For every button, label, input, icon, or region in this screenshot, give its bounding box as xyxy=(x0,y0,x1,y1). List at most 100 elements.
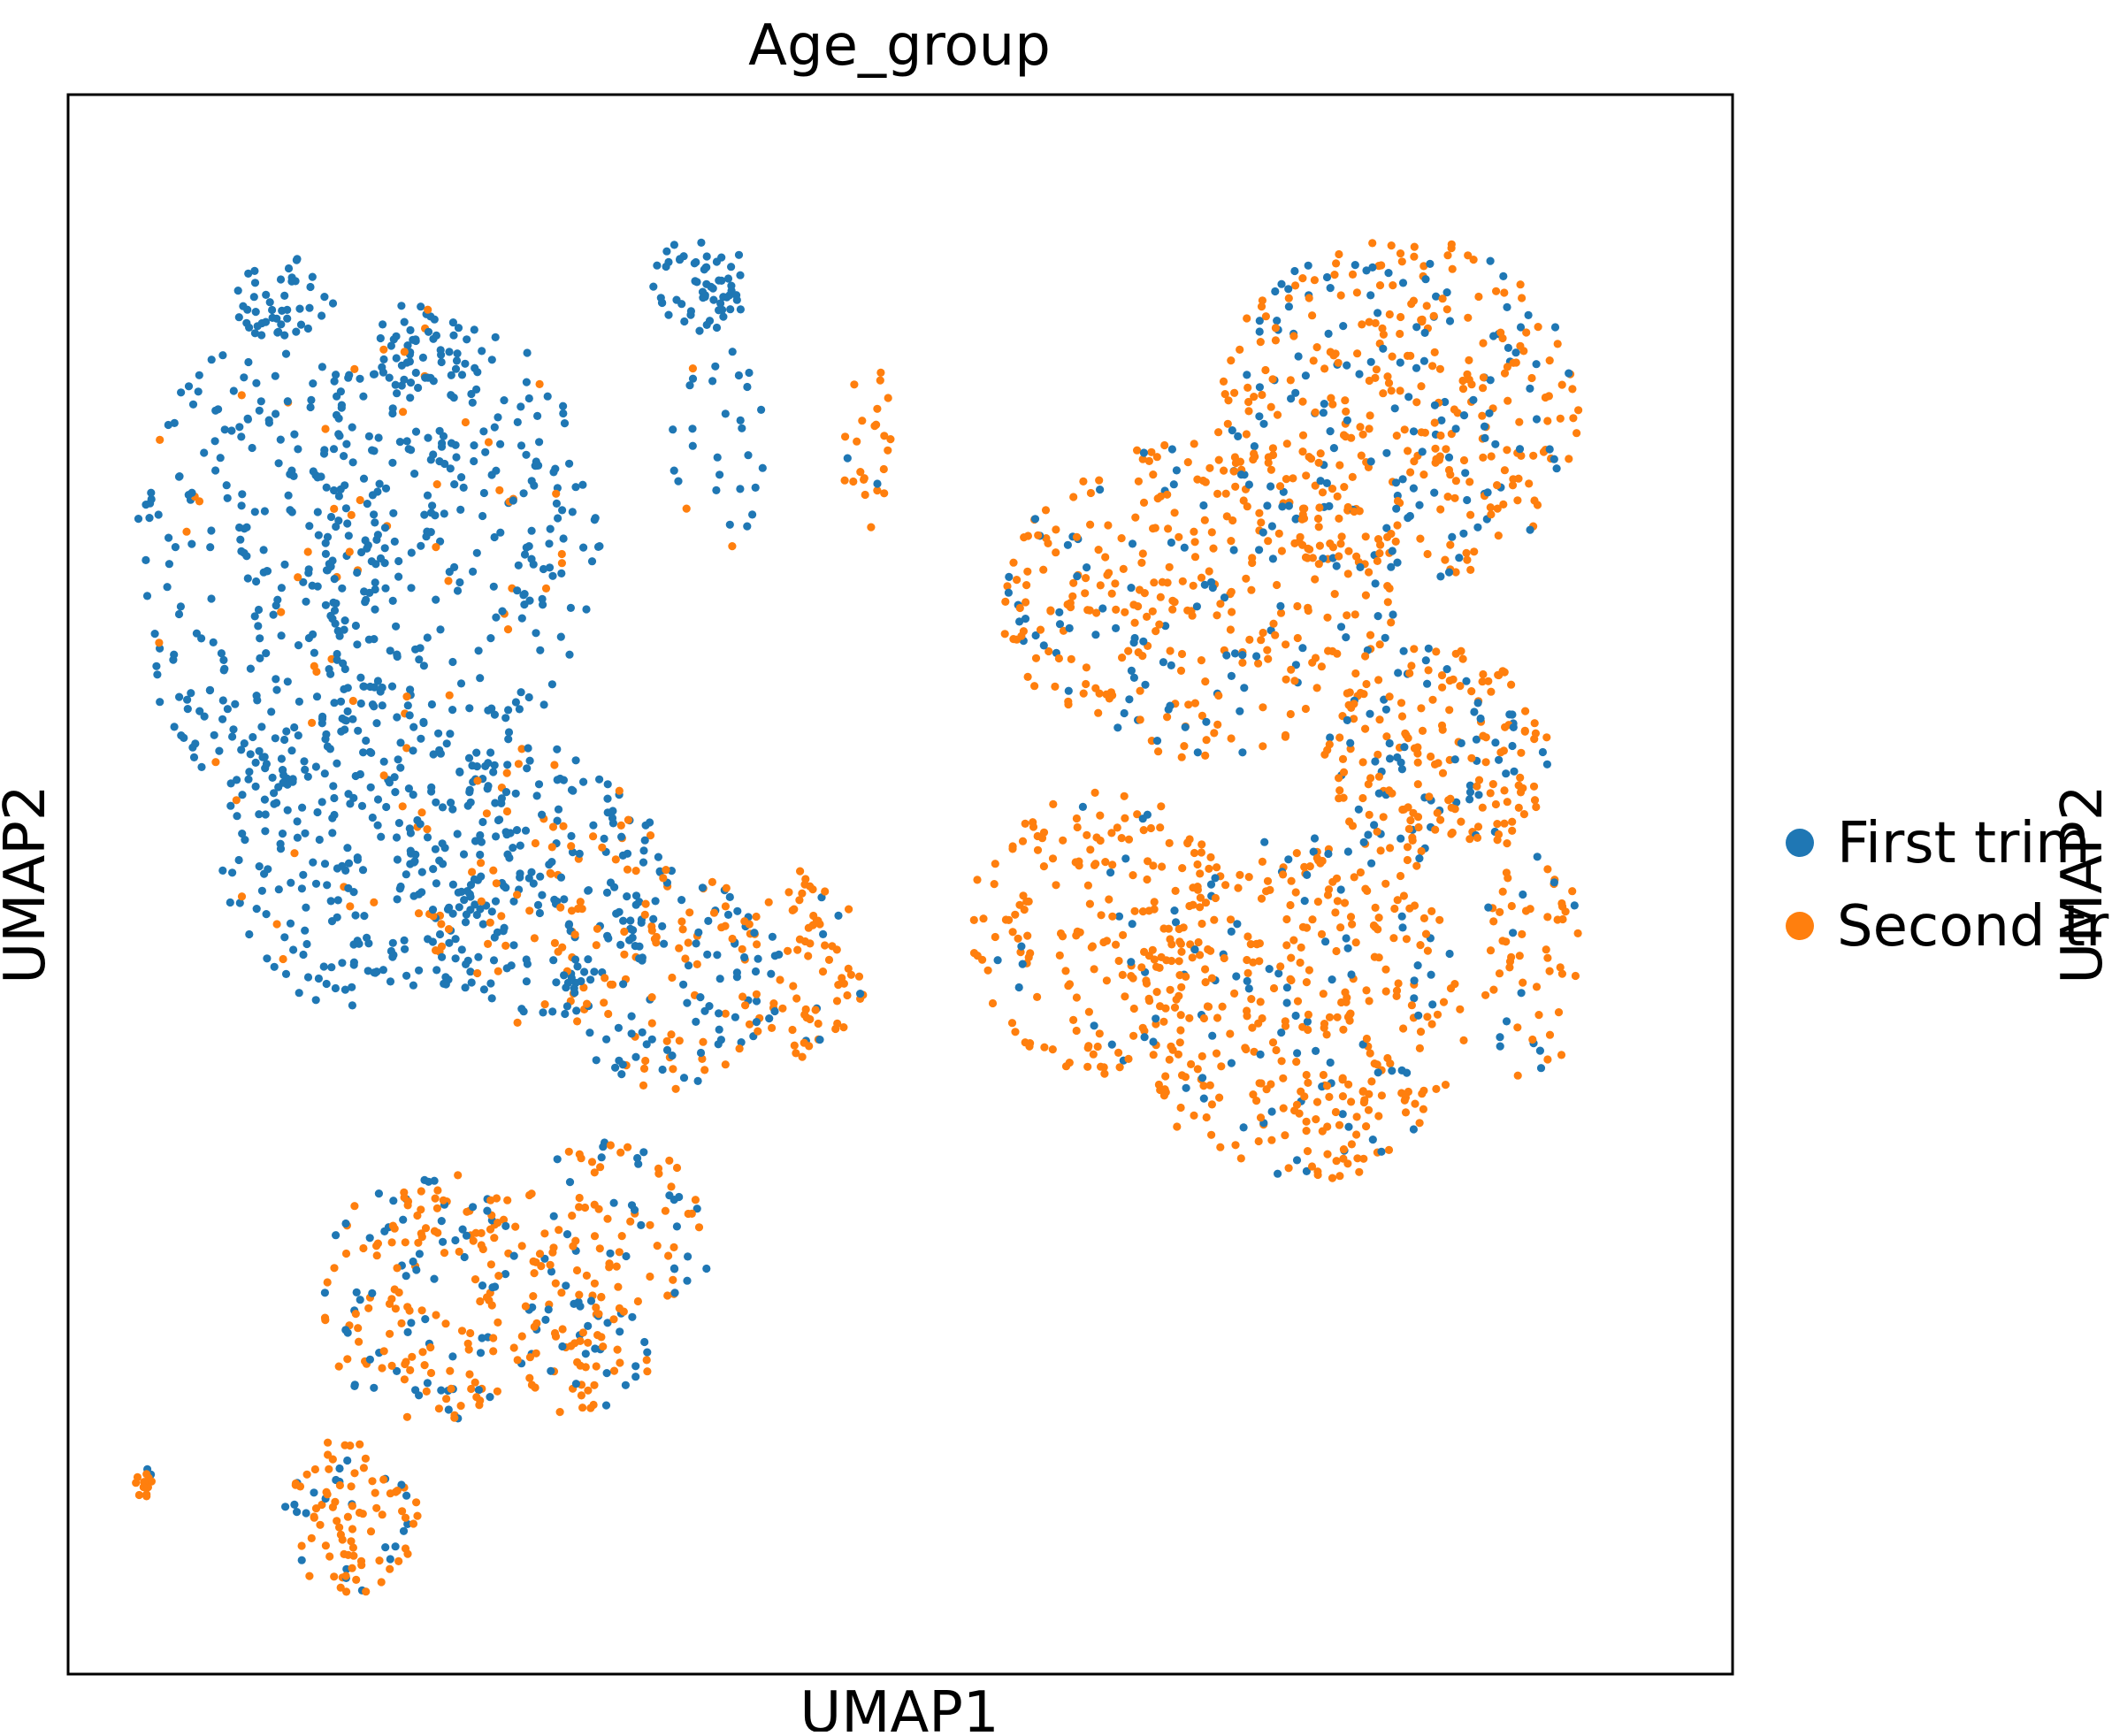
scatter-point xyxy=(1493,481,1502,490)
scatter-point xyxy=(752,1018,761,1027)
scatter-point xyxy=(1416,534,1425,543)
scatter-point xyxy=(1052,881,1060,890)
scatter-point xyxy=(476,1349,486,1357)
scatter-point xyxy=(1031,631,1040,640)
scatter-point xyxy=(1410,645,1419,654)
scatter-point xyxy=(552,499,562,509)
scatter-point xyxy=(1228,426,1236,435)
scatter-point xyxy=(738,424,746,432)
scatter-point xyxy=(1107,829,1116,837)
scatter-point xyxy=(549,468,558,477)
scatter-point xyxy=(1434,759,1442,768)
scatter-point xyxy=(1550,455,1558,463)
scatter-point xyxy=(409,858,418,867)
scatter-point xyxy=(448,318,457,327)
scatter-point xyxy=(1457,817,1465,826)
scatter-point xyxy=(371,585,379,594)
scatter-point xyxy=(641,1056,650,1066)
scatter-point xyxy=(1117,534,1126,543)
scatter-point xyxy=(1226,1029,1235,1038)
scatter-point xyxy=(356,495,364,505)
scatter-point xyxy=(248,443,256,453)
scatter-point xyxy=(1197,848,1205,857)
scatter-point xyxy=(235,899,244,907)
scatter-point xyxy=(1148,607,1157,616)
scatter-point xyxy=(1273,580,1282,590)
scatter-point xyxy=(330,377,339,386)
scatter-point xyxy=(280,735,289,745)
scatter-point xyxy=(1311,481,1320,490)
scatter-point xyxy=(1325,1092,1334,1101)
scatter-point xyxy=(1011,910,1020,919)
scatter-point xyxy=(405,711,414,720)
scatter-point xyxy=(472,748,481,757)
scatter-point xyxy=(478,511,487,521)
scatter-point xyxy=(374,1189,383,1198)
scatter-point xyxy=(1160,440,1169,450)
scatter-point xyxy=(694,1223,704,1232)
scatter-point xyxy=(1277,1029,1286,1037)
scatter-point xyxy=(565,459,574,468)
scatter-point xyxy=(504,728,514,737)
scatter-point xyxy=(1159,1091,1168,1100)
scatter-point xyxy=(323,1490,332,1499)
scatter-point xyxy=(294,445,302,454)
scatter-point xyxy=(1178,577,1187,585)
scatter-point xyxy=(1120,708,1129,718)
scatter-point xyxy=(250,508,259,516)
scatter-point xyxy=(626,916,635,925)
scatter-point xyxy=(1198,711,1206,721)
scatter-point xyxy=(1261,365,1270,375)
scatter-point xyxy=(1190,848,1199,858)
scatter-point xyxy=(336,697,346,706)
scatter-point xyxy=(451,954,460,963)
scatter-point xyxy=(530,934,539,943)
scatter-point xyxy=(1229,546,1238,554)
scatter-point xyxy=(1257,894,1266,903)
scatter-point xyxy=(344,373,353,382)
scatter-point xyxy=(429,912,438,921)
scatter-point xyxy=(685,381,694,390)
scatter-point xyxy=(447,799,455,807)
scatter-point xyxy=(1417,704,1426,713)
scatter-point xyxy=(538,891,547,899)
scatter-point xyxy=(1430,348,1439,356)
scatter-point xyxy=(525,906,534,915)
scatter-point xyxy=(631,1362,640,1371)
scatter-point xyxy=(1359,837,1368,847)
scatter-point xyxy=(745,368,754,378)
scatter-point xyxy=(353,640,362,649)
scatter-point xyxy=(1034,531,1043,539)
scatter-point xyxy=(410,470,419,478)
scatter-point xyxy=(553,745,562,753)
scatter-point xyxy=(1494,532,1503,540)
x-axis-label: UMAP1 xyxy=(800,1680,999,1732)
scatter-point xyxy=(757,405,766,414)
scatter-point xyxy=(311,1504,321,1513)
scatter-point xyxy=(712,486,721,495)
scatter-point xyxy=(1072,993,1081,1002)
scatter-point xyxy=(590,516,599,524)
scatter-point xyxy=(415,1250,424,1258)
scatter-point xyxy=(501,941,510,950)
scatter-point xyxy=(669,1275,677,1284)
scatter-point xyxy=(1041,506,1051,515)
scatter-point xyxy=(237,432,246,441)
scatter-point xyxy=(426,528,435,537)
scatter-point xyxy=(633,1296,643,1306)
scatter-point xyxy=(1464,251,1473,260)
scatter-point xyxy=(693,1076,702,1085)
scatter-point xyxy=(1419,262,1428,271)
scatter-point xyxy=(716,1036,726,1044)
scatter-point xyxy=(1277,1057,1286,1066)
scatter-point xyxy=(350,364,359,373)
scatter-point xyxy=(376,333,385,343)
scatter-point xyxy=(600,834,608,844)
scatter-point xyxy=(1282,998,1291,1007)
scatter-point xyxy=(467,1384,476,1394)
scatter-point xyxy=(1091,631,1100,639)
scatter-point xyxy=(1287,665,1296,674)
scatter-point xyxy=(1061,967,1070,975)
scatter-point xyxy=(1481,990,1490,999)
scatter-point xyxy=(429,750,438,759)
